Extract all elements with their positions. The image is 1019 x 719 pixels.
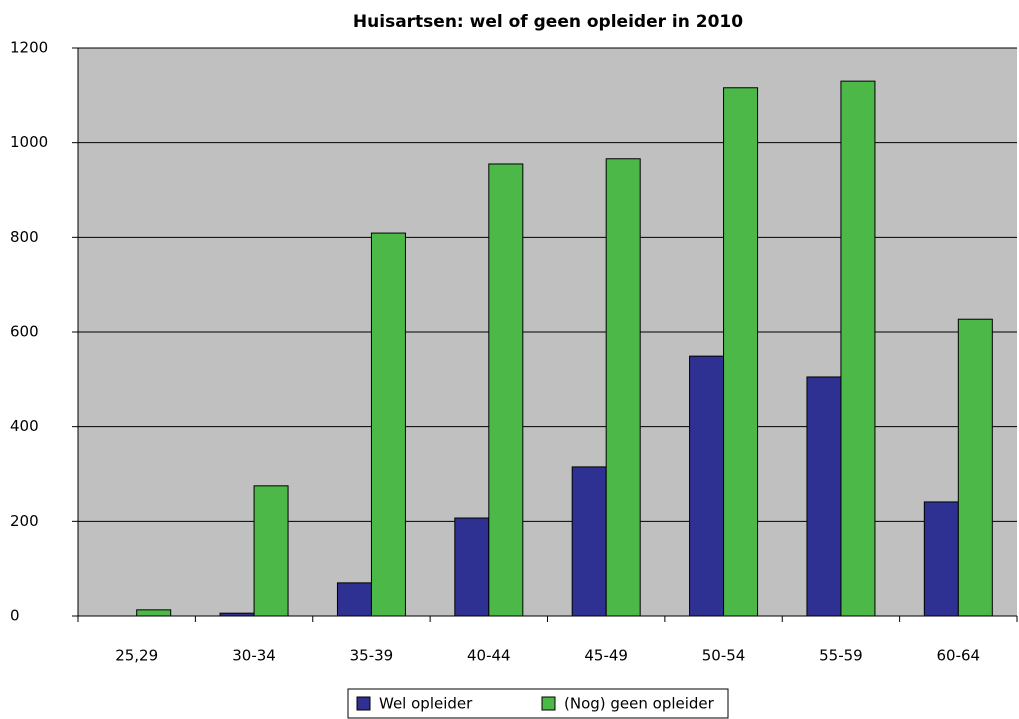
bar [689,355,725,617]
y-tick-label: 0 [10,607,20,625]
y-tick-label: 1200 [10,39,48,57]
x-tick-label: 30-34 [232,647,276,665]
legend-label: (Nog) geen opleider [564,695,715,713]
legend-label: Wel opleider [379,695,473,713]
legend-swatch [356,696,371,711]
bar [336,582,372,617]
legend-box [347,688,729,719]
bar [923,501,959,617]
bar [454,517,490,617]
bar [806,376,842,617]
x-tick-label: 40-44 [467,647,511,665]
bar [253,485,289,617]
x-tick-label: 60-64 [937,647,981,665]
bar [488,163,524,617]
bar [840,80,876,617]
bar [571,466,607,617]
bar [370,232,406,617]
bar [957,318,993,617]
legend-swatch [541,696,556,711]
x-tick-label: 25,29 [115,647,158,665]
y-tick-label: 800 [10,228,39,246]
x-tick-label: 45-49 [584,647,628,665]
x-tick-label: 50-54 [702,647,746,665]
x-tick-label: 55-59 [819,647,863,665]
bar [605,158,641,617]
chart-title: Huisartsen: wel of geen opleider in 2010 [353,12,743,32]
y-tick-label: 1000 [10,133,48,151]
bar [723,87,759,617]
y-tick-label: 600 [10,323,39,341]
y-tick-label: 400 [10,417,39,435]
bar [136,609,172,617]
x-tick-label: 35-39 [350,647,394,665]
y-tick-label: 200 [10,512,39,530]
